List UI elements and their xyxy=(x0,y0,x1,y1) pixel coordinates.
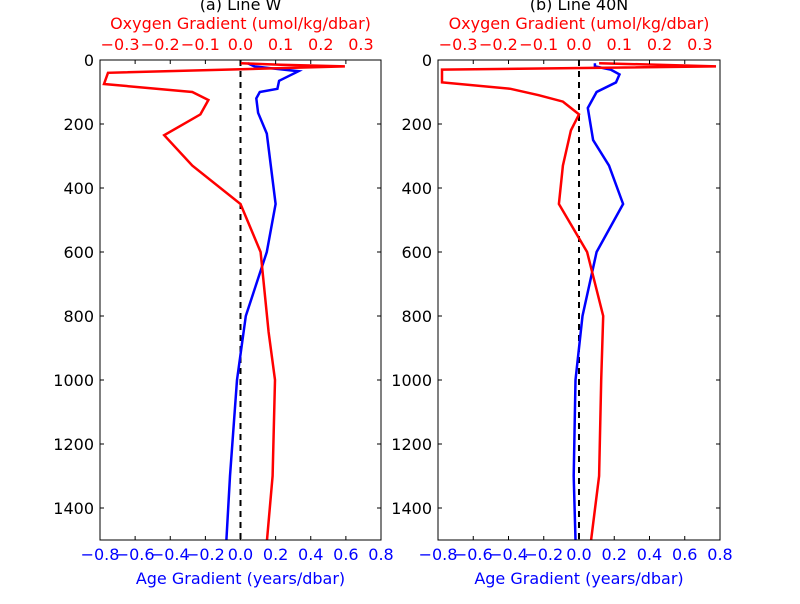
x-tick-label: −0.8 xyxy=(419,545,458,564)
x2-tick-label: 0.0 xyxy=(566,35,591,54)
x-tick-label: 0.8 xyxy=(707,545,732,564)
oxygen-gradient-line xyxy=(440,61,717,540)
x2-tick-label: −0.2 xyxy=(141,35,180,54)
x-tick-label: −0.6 xyxy=(116,545,155,564)
x2-tick-label: 0.3 xyxy=(687,35,712,54)
x-tick-label: 0.4 xyxy=(637,545,662,564)
y-tick-label: 1000 xyxy=(53,371,94,390)
x-tick-label: 0.6 xyxy=(672,545,697,564)
x-tick-label: −0.4 xyxy=(151,545,190,564)
y-tick-label: 0 xyxy=(422,51,432,70)
x-tick-label: 0.6 xyxy=(333,545,358,564)
x2-tick-label: −0.1 xyxy=(519,35,558,54)
x2-tick-label: −0.1 xyxy=(181,35,220,54)
y-tick-label: 1200 xyxy=(53,435,94,454)
age-gradient-line xyxy=(572,63,625,540)
chart-title: (a) Line W xyxy=(200,0,282,14)
x2-tick-label: 0.3 xyxy=(348,35,373,54)
x2-tick-label: 0.1 xyxy=(268,35,293,54)
x-tick-label: −0.6 xyxy=(454,545,493,564)
x2-axis-label: Oxygen Gradient (umol/kg/dbar) xyxy=(449,14,710,33)
x2-tick-label: 0.1 xyxy=(607,35,632,54)
chart-title: (b) Line 40N xyxy=(530,0,628,14)
y-tick-label: 1400 xyxy=(53,499,94,518)
x2-tick-label: −0.3 xyxy=(439,35,478,54)
y-tick-label: 1400 xyxy=(391,499,432,518)
y-tick-label: 200 xyxy=(63,115,94,134)
x-tick-label: 0.8 xyxy=(368,545,393,564)
x-tick-label: −0.8 xyxy=(81,545,120,564)
oxygen-gradient-line xyxy=(102,61,345,540)
x-tick-label: 0.0 xyxy=(228,545,253,564)
y-tick-label: 800 xyxy=(401,307,432,326)
x2-tick-label: −0.2 xyxy=(479,35,518,54)
x-axis-label: Age Gradient (years/dbar) xyxy=(136,569,345,588)
panel-line-w: −0.8−0.6−0.4−0.2 0.0 0.2 0.4 0.6 0.8−0.3 −0.2−… xyxy=(53,0,393,588)
x-tick-label: −0.2 xyxy=(186,545,225,564)
y-tick-label: 0 xyxy=(84,51,94,70)
x2-tick-label: −0.3 xyxy=(101,35,140,54)
x-tick-label: 0.4 xyxy=(298,545,323,564)
age-gradient-line xyxy=(225,62,303,540)
x-tick-label: 0.2 xyxy=(263,545,288,564)
y-tick-label: 800 xyxy=(63,307,94,326)
x-tick-label: 0.0 xyxy=(566,545,591,564)
x2-axis-label: Oxygen Gradient (umol/kg/dbar) xyxy=(110,14,371,33)
panel-line-40n: −0.8−0.6−0.4−0.2 0.0 0.2 0.4 0.6 0.8−0.3 −0.2−… xyxy=(391,0,732,588)
y-tick-label: 200 xyxy=(401,115,432,134)
x2-tick-label: 0.2 xyxy=(647,35,672,54)
x-tick-label: −0.4 xyxy=(489,545,528,564)
y-tick-label: 600 xyxy=(63,243,94,262)
y-tick-label: 1200 xyxy=(391,435,432,454)
x-tick-label: −0.2 xyxy=(524,545,563,564)
y-tick-label: 400 xyxy=(401,179,432,198)
y-tick-label: 1000 xyxy=(391,371,432,390)
x2-tick-label: 0.0 xyxy=(228,35,253,54)
x-tick-label: 0.2 xyxy=(602,545,627,564)
x2-tick-label: 0.2 xyxy=(308,35,333,54)
y-tick-label: 400 xyxy=(63,179,94,198)
x-axis-label: Age Gradient (years/dbar) xyxy=(474,569,683,588)
y-tick-label: 600 xyxy=(401,243,432,262)
